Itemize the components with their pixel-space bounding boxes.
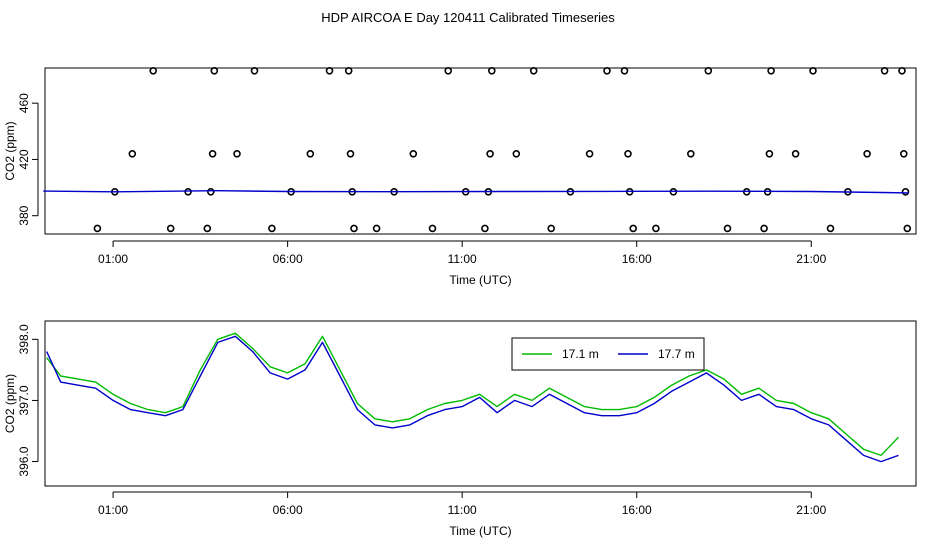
panel2-x-tick-label: 06:00 (273, 503, 303, 517)
panel1-data-point (350, 224, 358, 233)
panel1-y-tick-label: 460 (17, 93, 31, 113)
panel2-legend-label: 17.1 m (562, 347, 599, 361)
panel1-data-point (760, 224, 768, 233)
panel1-data-point (306, 150, 315, 158)
panel1-data-point (409, 150, 418, 158)
panel1-data-point (863, 150, 871, 158)
panel1-data-point (444, 67, 453, 75)
panel1-data-point (686, 150, 695, 158)
panel2-plot-frame (44, 320, 917, 487)
panel2-x-tick-label: 21:00 (796, 503, 826, 517)
panel1-data-point (93, 224, 102, 233)
panel2-y-tick-label: 398.0 (17, 324, 31, 354)
panel2-y-tick-label: 396.0 (17, 446, 31, 476)
panel1-data-point (203, 224, 212, 233)
panel1-data-point (765, 150, 774, 158)
panel1-data-point (512, 150, 521, 158)
panel1-data-point (481, 224, 489, 233)
panel1-data-point (809, 67, 817, 75)
panel2-y-axis-label: CO2 (ppm) (3, 374, 17, 433)
panel2-series-line-2 (46, 335, 899, 463)
panel1-data-point (344, 67, 353, 75)
panel1-data-point (880, 67, 889, 75)
panel1-plot-frame (44, 67, 917, 235)
panel1-data-point (529, 67, 538, 75)
panel1-data-point (899, 150, 908, 158)
panel1-series-line (43, 189, 910, 194)
panel1-data-point (210, 67, 219, 75)
panel1-data-point (903, 224, 912, 233)
panel1-data-point (898, 67, 906, 75)
panel1-data-point (207, 188, 215, 196)
panel2-x-tick-label: 01:00 (98, 503, 128, 517)
panel1-x-axis-label: Time (UTC) (449, 273, 511, 287)
panel1-data-point (268, 224, 276, 233)
panel1-x-tick-label: 11:00 (448, 252, 477, 266)
panel1-data-point (250, 67, 259, 75)
panel1-data-point (372, 224, 381, 233)
panel1-x-tick-label: 21:00 (796, 252, 826, 266)
panel1-data-point (620, 67, 629, 75)
panel2-y-tick-label: 397.0 (17, 385, 31, 415)
panel1-data-point (233, 150, 241, 158)
panel1-data-point (791, 150, 800, 158)
panel2-series-line-1 (46, 332, 900, 457)
panel1-x-tick-label: 16:00 (622, 252, 652, 266)
panel1-data-point (128, 150, 137, 158)
panel2-x-tick-label: 16:00 (622, 503, 652, 517)
panel1-x-tick-label: 06:00 (273, 252, 303, 266)
panel1-data-point (704, 67, 713, 75)
panel1-data-point (184, 188, 192, 196)
panel1-data-point (767, 67, 775, 75)
panel1-y-tick-label: 420 (17, 149, 31, 169)
panel1-data-point (603, 67, 611, 75)
panel1-data-point (629, 224, 638, 233)
figure-title: HDP AIRCOA E Day 120411 Calibrated Times… (321, 10, 615, 25)
panel1-data-point (428, 224, 437, 233)
panel1-data-point (723, 224, 732, 233)
panel1-x-tick-label: 01:00 (98, 252, 128, 266)
panel1-data-point (149, 67, 157, 75)
panel1-y-axis-label: CO2 (ppm) (3, 121, 17, 180)
panel1-data-point (325, 67, 334, 75)
panel1-data-point (624, 150, 632, 158)
panel1-data-point (487, 67, 496, 75)
panel2-legend-label: 17.7 m (658, 347, 695, 361)
panel2-x-tick-label: 11:00 (448, 503, 477, 517)
panel1-data-point (652, 224, 660, 233)
panel2-x-axis-label: Time (UTC) (449, 524, 511, 538)
panel1-data-point (901, 188, 910, 196)
panel1-data-point (585, 150, 594, 158)
panel1-data-point (208, 150, 217, 158)
panel1-data-point (166, 224, 175, 233)
panel1-data-point (346, 150, 355, 158)
panel1-data-point (547, 224, 556, 233)
panel1-data-point (486, 150, 494, 158)
panel1-y-tick-label: 380 (17, 205, 31, 225)
panel1-data-point (826, 224, 835, 233)
